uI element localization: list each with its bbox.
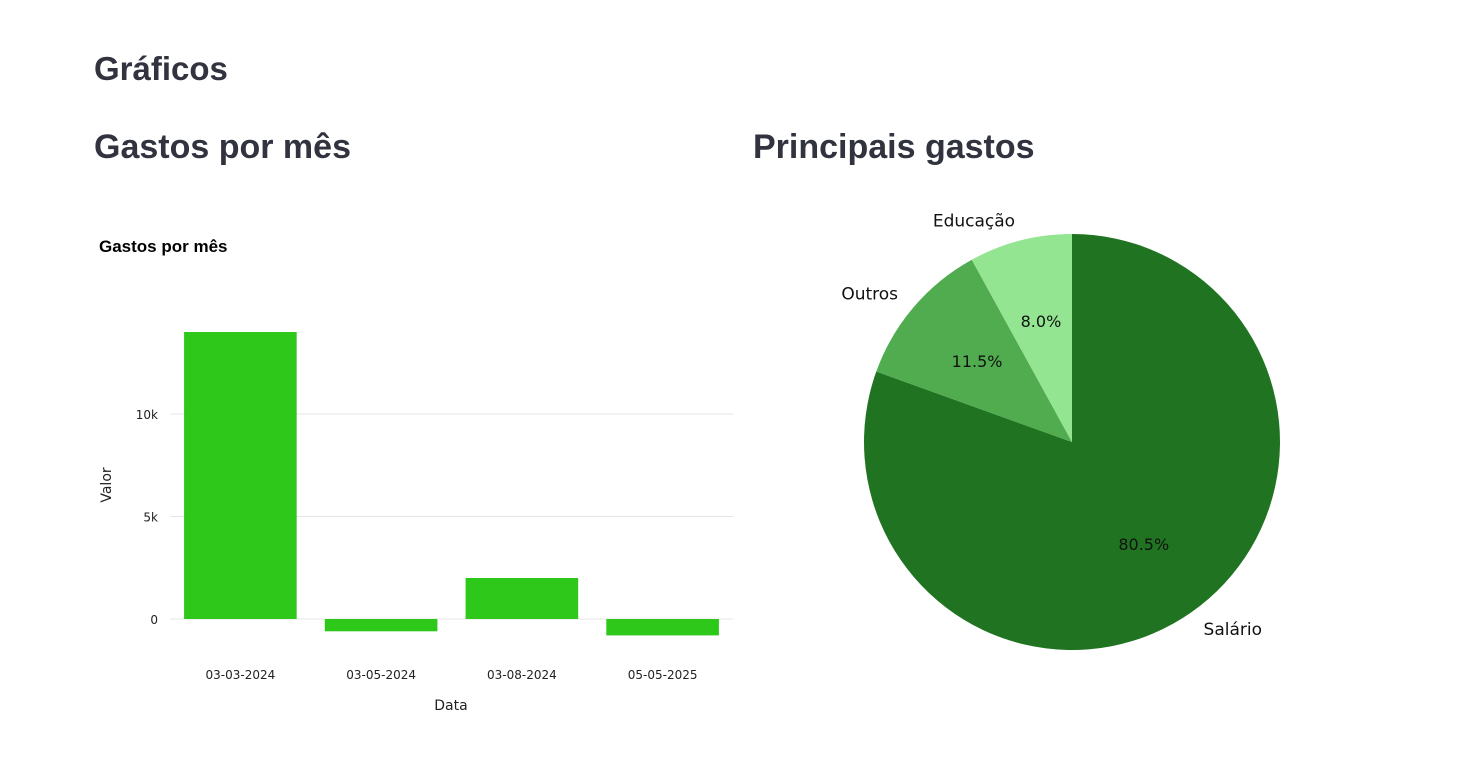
pie-slice-label: Educação [933,211,1015,231]
pie-slice-Outros[interactable] [876,259,1072,442]
pie-slice-label: Salário [1204,620,1262,640]
x-axis-label: Data [434,698,467,714]
bar-03-05-2024[interactable] [324,619,438,632]
pie-pct-label: 8.0% [1021,312,1062,331]
x-tick-label: 03-05-2024 [346,668,416,682]
x-tick-label: 03-03-2024 [206,668,276,682]
pie-pct-label: 11.5% [952,352,1003,371]
y-tick-label: 5k [143,511,158,525]
pie-slice-Educação[interactable] [971,234,1072,442]
bar-chart-title: Gastos por mês [99,237,228,256]
bar-chart: Gastos por mês 0 5k 10k 03-03-2024 03-05-20… [99,237,733,714]
bar-05-05-2025[interactable] [606,619,719,636]
y-tick-label: 0 [150,613,158,627]
pie-pct-label: 80.5% [1118,535,1169,554]
bar-section-title: Gastos por mês [94,128,351,166]
x-tick-label: 05-05-2025 [628,668,698,682]
page-title: Gráficos [94,50,228,87]
bar-03-08-2024[interactable] [465,578,579,619]
y-axis-label: Valor [99,467,115,503]
bar-03-03-2024[interactable] [184,332,297,619]
x-tick-label: 03-08-2024 [487,668,557,682]
pie-chart: 80.5% Salário 11.5% Outros 8.0% Educação [841,211,1280,650]
pie-section-title: Principais gastos [753,128,1035,166]
y-tick-label: 10k [136,408,158,422]
pie-slice-label: Outros [841,284,898,304]
